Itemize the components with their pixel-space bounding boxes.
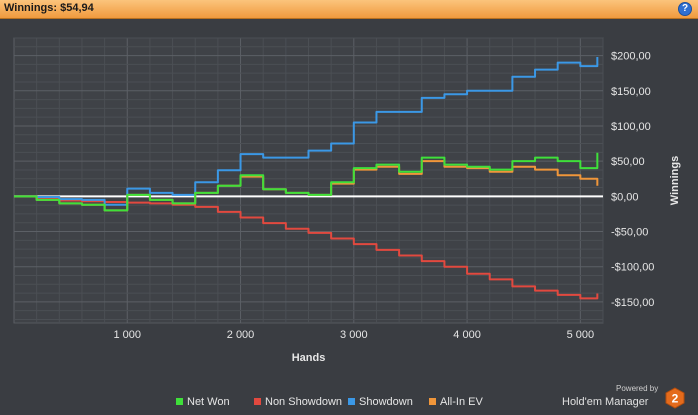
y-tick-label: -$50,00	[611, 227, 648, 239]
title-bar: Winnings: $54,94 ?	[0, 0, 698, 19]
x-tick-label: 3 000	[340, 329, 368, 341]
holdem-manager-logo-icon: 2	[665, 387, 685, 409]
y-tick-label: $0,00	[611, 191, 639, 203]
winnings-chart: 1 000 2 000 3 000 4 000 5 000 $200,00 $150,00 $…	[13, 37, 681, 364]
x-axis-label: Hands	[292, 352, 326, 364]
legend-item-net-won[interactable]: Net Won	[176, 396, 230, 408]
legend-item-all-in-ev[interactable]: All-In EV	[429, 396, 483, 408]
legend-label: Showdown	[359, 396, 413, 408]
legend-label: Net Won	[187, 396, 230, 408]
question-mark-icon[interactable]: ?	[678, 2, 692, 16]
series-line-showdown	[14, 57, 599, 206]
y-axis-label: Winnings	[669, 156, 681, 205]
legend-item-non-showdown[interactable]: Non Showdown	[254, 396, 342, 408]
product-name: Hold'em Manager	[562, 396, 649, 408]
legend-label: Non Showdown	[265, 396, 343, 408]
x-tick-label: 1 000	[114, 329, 142, 341]
legend-swatch	[254, 398, 261, 405]
x-tick-label: 5 000	[567, 329, 595, 341]
legend-label: All-In EV	[440, 396, 483, 408]
y-tick-label: $200,00	[611, 51, 651, 63]
grid-lines	[13, 37, 604, 323]
y-tick-label: $50,00	[611, 156, 645, 168]
y-tick-label: $150,00	[611, 86, 651, 98]
legend-item-showdown[interactable]: Showdown	[348, 396, 413, 408]
legend-swatch	[176, 398, 183, 405]
legend-swatch	[348, 398, 355, 405]
winnings-title: Winnings: $54,94	[4, 2, 94, 14]
series-line-net-won	[14, 152, 599, 212]
y-tick-label: -$150,00	[611, 297, 654, 309]
x-tick-label: 4 000	[453, 329, 481, 341]
series-line-non-showdown	[14, 195, 599, 300]
y-tick-label: $100,00	[611, 121, 651, 133]
legend-swatch	[429, 398, 436, 405]
y-tick-label: -$100,00	[611, 262, 654, 274]
x-tick-label: 2 000	[227, 329, 255, 341]
powered-by-text: Powered by	[616, 384, 659, 393]
svg-text:2: 2	[672, 392, 679, 406]
